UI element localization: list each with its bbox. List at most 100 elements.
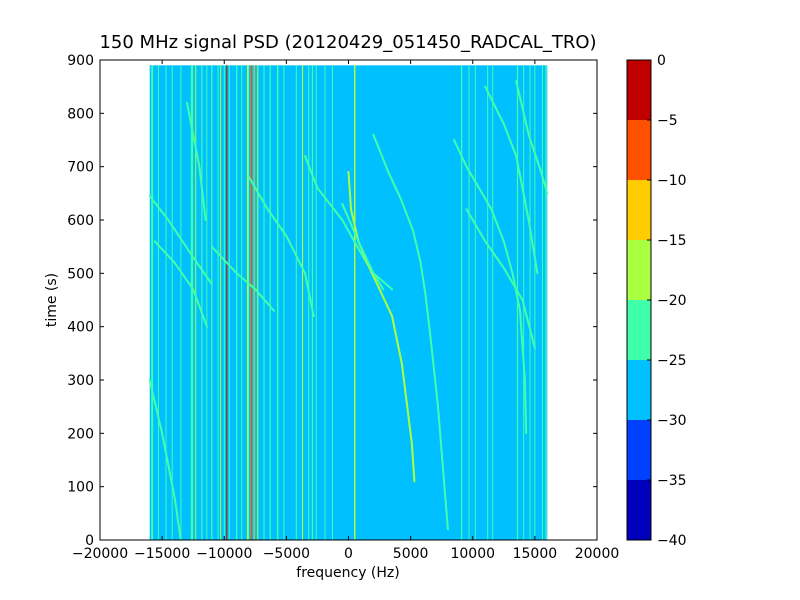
- spectral-line-17: [246, 65, 249, 540]
- plot-area: [99, 59, 598, 541]
- colorbar-segment-0: [627, 480, 651, 540]
- colorbar-tick-label-5: −15: [657, 233, 687, 249]
- colorbar-segment-5: [627, 180, 651, 240]
- y-axis-label: time (s): [44, 273, 60, 327]
- spectral-line-16: [241, 65, 243, 540]
- spectral-line-0: [151, 65, 154, 540]
- spectral-line-11: [220, 65, 222, 540]
- colorbar-tick-label-8: 0: [657, 53, 666, 69]
- spectral-line-30: [324, 65, 326, 540]
- spectral-line-5: [190, 65, 194, 540]
- heatmap: [148, 65, 549, 541]
- spectral-line-26: [301, 65, 304, 540]
- colorbar-tick-label-3: −25: [657, 353, 687, 369]
- spectral-line-43: [545, 65, 547, 540]
- x-tick-label-7: 15000: [513, 546, 558, 562]
- drift-trace-7: [372, 133, 449, 531]
- drift-trace-11: [515, 80, 549, 195]
- colorbar-segment-4: [627, 240, 651, 300]
- x-tick-label-0: −20000: [72, 546, 128, 562]
- colorbar-segment-6: [627, 120, 651, 180]
- spectral-line-36: [487, 65, 489, 540]
- drift-trace-3: [248, 176, 315, 317]
- x-tick-label-6: 10000: [450, 546, 495, 562]
- y-tick-label-3: 300: [67, 373, 94, 389]
- y-tick-label-9: 900: [67, 53, 94, 69]
- y-tick-label-7: 700: [67, 160, 94, 176]
- drift-trace-12: [148, 379, 182, 541]
- spectral-line-3: [171, 65, 173, 540]
- spectral-line-37: [492, 65, 494, 540]
- spectral-line-34: [468, 65, 470, 540]
- spectral-line-21: [263, 65, 265, 540]
- spectral-line-24: [283, 65, 285, 540]
- x-tick-label-5: 5000: [393, 546, 429, 562]
- colorbar-tick-label-6: −10: [657, 173, 687, 189]
- y-tick-label-0: 0: [85, 533, 94, 549]
- spectral-line-18: [250, 65, 253, 540]
- y-tick-label-1: 100: [67, 480, 94, 496]
- x-tick-label-4: 0: [344, 546, 353, 562]
- spectral-line-42: [541, 65, 543, 540]
- x-tick-label-3: −5000: [263, 546, 310, 562]
- colorbar-tick-label-4: −20: [657, 293, 687, 309]
- x-tick-label-1: −15000: [134, 546, 190, 562]
- x-tick-label-2: −10000: [196, 546, 252, 562]
- spectral-line-12: [223, 65, 225, 540]
- drift-trace-8: [453, 139, 528, 435]
- colorbar-segment-3: [627, 300, 651, 360]
- spectral-line-2: [165, 65, 167, 540]
- y-tick-label-8: 800: [67, 106, 94, 122]
- heatmap-background: [149, 65, 548, 540]
- spectral-line-32: [353, 65, 356, 540]
- spectral-line-6: [195, 65, 197, 540]
- spectral-line-23: [276, 65, 279, 540]
- x-tick-label-8: 20000: [575, 546, 620, 562]
- spectral-line-1: [157, 65, 159, 540]
- spectral-line-9: [211, 65, 213, 540]
- spectral-line-25: [295, 65, 297, 540]
- drift-trace-6: [341, 203, 393, 291]
- colorbar: −40 −35 −30 −25 −20 −15 −10 −5 0: [626, 53, 687, 549]
- drift-trace-9: [465, 208, 536, 349]
- drift-trace-0: [148, 195, 213, 285]
- spectral-line-19: [253, 65, 255, 540]
- drift-trace-5: [347, 171, 416, 483]
- drift-trace-10: [484, 85, 539, 275]
- drift-trace-13: [186, 101, 207, 221]
- spectral-line-7: [201, 65, 203, 540]
- x-axis-label: frequency (Hz): [296, 565, 399, 581]
- drift-trace-2: [210, 245, 275, 312]
- y-tick-label-5: 500: [67, 266, 94, 282]
- y-tick-label-6: 600: [67, 213, 94, 229]
- chart-title: 150 MHz signal PSD (20120429_051450_RADC…: [99, 32, 596, 53]
- spectral-line-22: [269, 65, 271, 540]
- spectral-line-14: [228, 65, 230, 540]
- y-axis: 0 100 200 300 400 500 600 700 800 900: [67, 53, 597, 549]
- colorbar-tick-label-1: −35: [657, 473, 687, 489]
- spectral-line-15: [236, 65, 238, 540]
- spectral-line-35: [474, 65, 476, 540]
- y-tick-label-2: 200: [67, 426, 94, 442]
- colorbar-segment-1: [627, 420, 651, 480]
- colorbar-tick-label-2: −30: [657, 413, 687, 429]
- spectral-line-27: [308, 65, 310, 540]
- spectral-line-29: [315, 65, 317, 540]
- spectral-line-40: [529, 65, 531, 540]
- spectral-line-28: [311, 65, 314, 540]
- spectral-line-31: [331, 65, 333, 540]
- spectral-line-4: [180, 65, 182, 540]
- colorbar-tick-label-0: −40: [657, 533, 687, 549]
- drift-trace-1: [153, 240, 208, 328]
- spectral-line-13: [226, 65, 228, 540]
- spectral-line-10: [217, 65, 219, 540]
- colorbar-segment-7: [627, 60, 651, 120]
- y-tick-label-4: 400: [67, 320, 94, 336]
- spectral-line-33: [460, 65, 463, 540]
- x-axis: −20000 −15000 −10000 −5000 0 5000 10000 15000 20…: [72, 60, 619, 562]
- spectral-line-20: [257, 65, 259, 540]
- colorbar-tick-label-7: −5: [657, 113, 678, 129]
- spectral-line-8: [206, 65, 208, 540]
- spectral-line-41: [534, 65, 536, 540]
